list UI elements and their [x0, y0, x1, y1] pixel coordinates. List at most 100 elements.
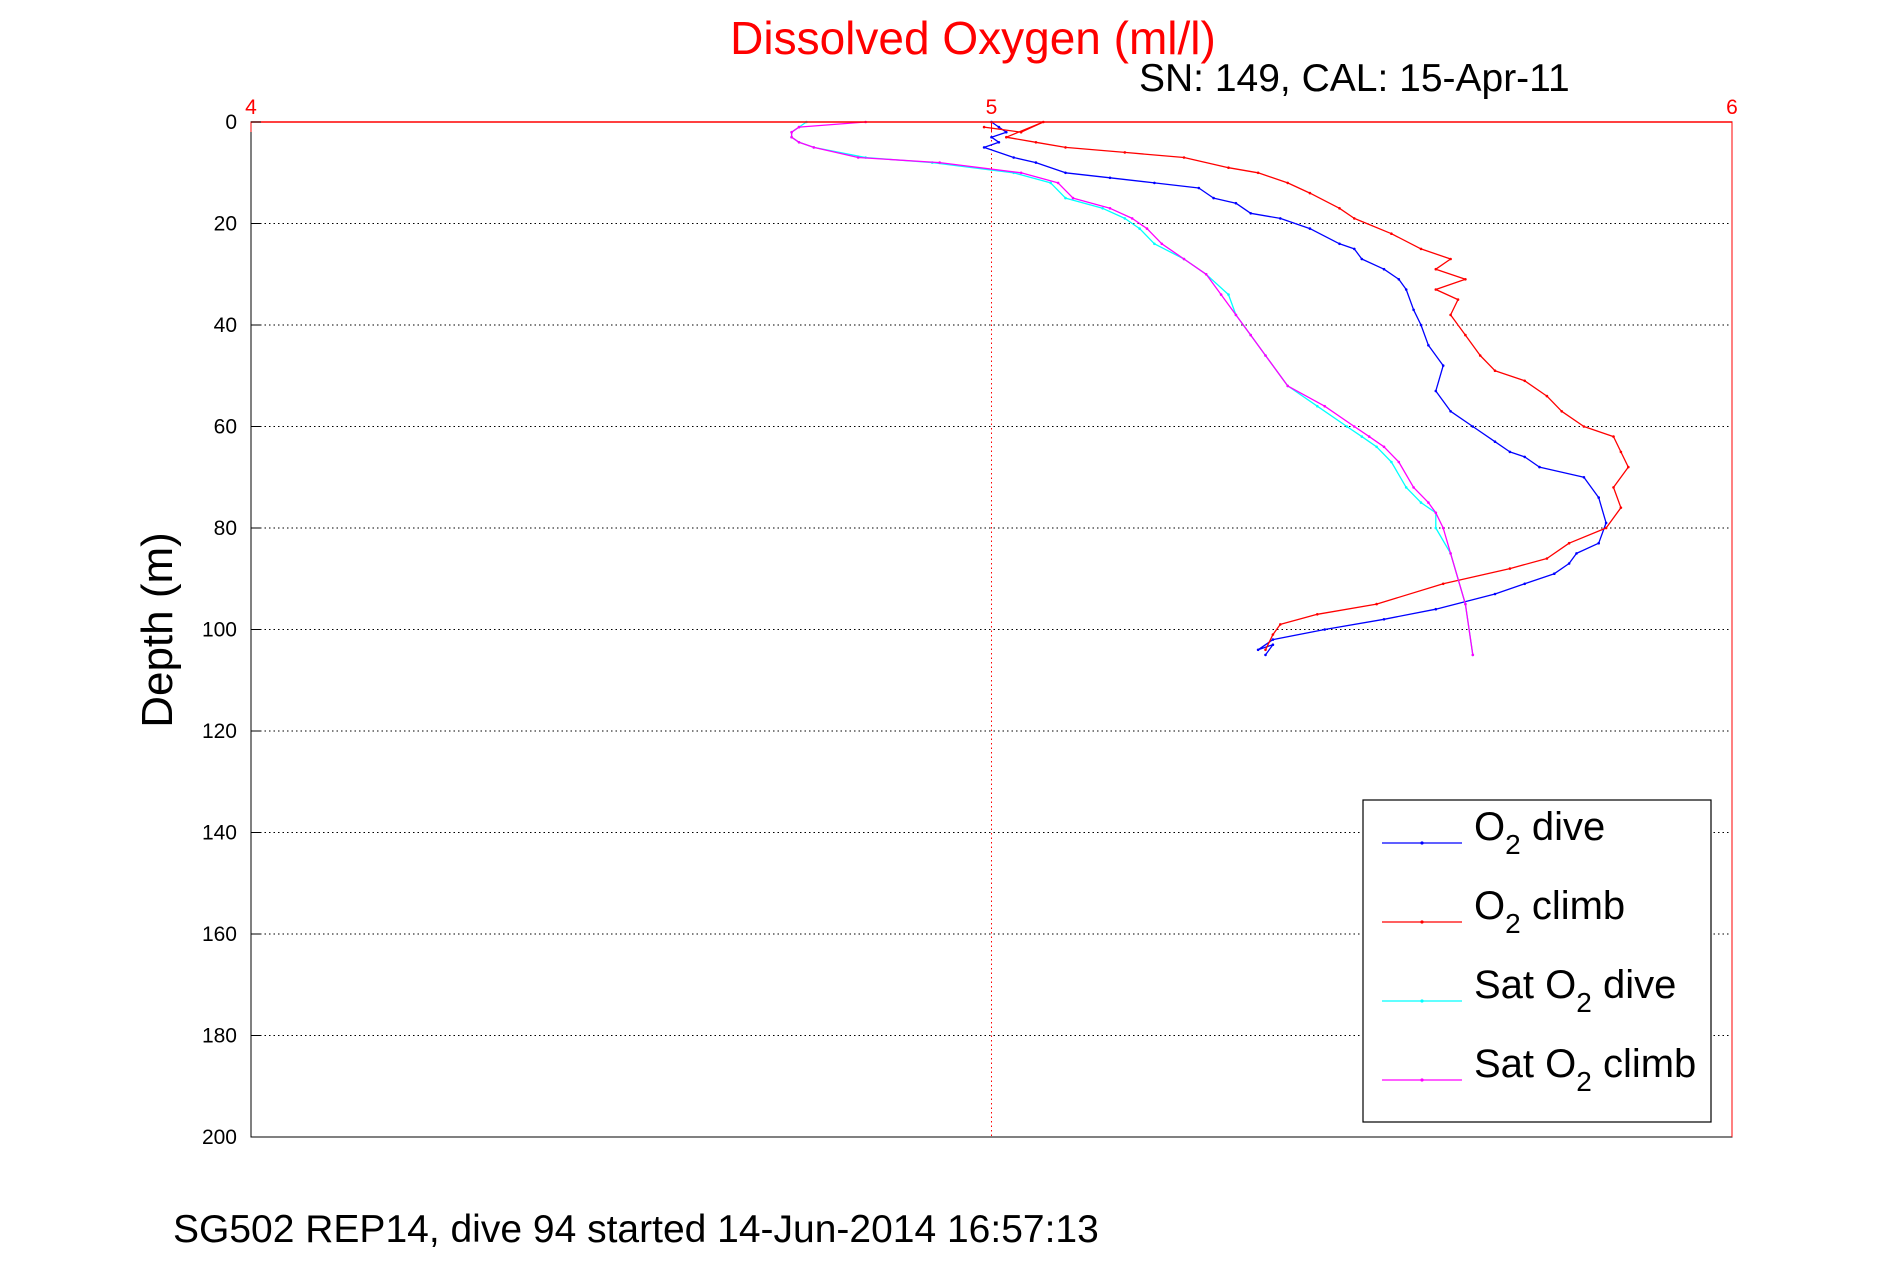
data-point: [1523, 582, 1526, 586]
series-1: [982, 120, 1608, 657]
data-point: [1382, 445, 1386, 449]
data-point: [1338, 242, 1341, 246]
x-tick-label: 5: [986, 96, 998, 119]
data-point: [1360, 257, 1364, 261]
data-point: [1434, 511, 1438, 515]
series-line: [984, 121, 1629, 651]
data-point: [1619, 450, 1623, 454]
legend-box: [1362, 799, 1712, 1123]
data-point: [1012, 156, 1015, 159]
data-point: [1360, 435, 1364, 438]
data-point: [1464, 333, 1467, 337]
legend-marker: [1420, 920, 1424, 924]
y-axis-label: Depth (m): [133, 532, 182, 728]
series-layer: [790, 120, 1630, 657]
data-point: [1493, 440, 1497, 444]
y-tick-label: 180: [202, 1025, 237, 1048]
data-point: [1182, 156, 1186, 159]
y-tick-label: 200: [202, 1126, 237, 1149]
legend-label: Sat O2 climb: [1474, 1042, 1696, 1097]
y-tick-label: 160: [202, 923, 237, 946]
legend-item-4: Sat O2 climb: [1382, 1042, 1696, 1097]
data-point: [1264, 653, 1267, 657]
data-point: [1367, 435, 1371, 438]
data-point: [997, 141, 1001, 144]
data-point: [1286, 181, 1289, 185]
data-point: [1434, 389, 1438, 393]
data-point: [1604, 521, 1608, 525]
data-point: [1101, 207, 1104, 210]
data-point: [1404, 288, 1408, 291]
data-point: [1390, 232, 1393, 235]
data-point: [797, 125, 801, 129]
data-point: [1323, 628, 1326, 631]
data-point: [1227, 293, 1230, 296]
legend: O2 dive O2 climb Sat O2 dive Sat O2 climb: [1362, 799, 1712, 1123]
x-tick-label: 4: [245, 96, 257, 119]
data-point: [1434, 607, 1438, 611]
data-point: [1123, 217, 1127, 220]
data-point: [1316, 404, 1319, 408]
data-point: [1441, 364, 1445, 367]
data-point: [1034, 141, 1038, 144]
y-tick-label: 80: [214, 517, 237, 540]
data-point: [1619, 506, 1623, 510]
data-point: [1449, 313, 1452, 317]
data-point: [1493, 369, 1497, 373]
data-point: [1264, 648, 1267, 652]
data-point: [1271, 643, 1275, 646]
data-point: [1538, 465, 1541, 469]
data-point: [1390, 460, 1393, 464]
data-point: [1375, 602, 1378, 606]
data-point: [1308, 191, 1312, 195]
data-point: [1575, 552, 1578, 555]
y-tick-label: 40: [214, 314, 237, 337]
data-point: [1249, 212, 1252, 215]
data-point: [1419, 247, 1423, 251]
data-point: [1323, 404, 1326, 408]
y-tick-label: 60: [214, 416, 237, 439]
data-point: [1160, 242, 1164, 246]
chart-subtitle: SN: 149, CAL: 15-Apr-11: [1139, 57, 1570, 100]
data-point: [856, 156, 860, 159]
y-tick-label: 0: [225, 111, 237, 134]
data-point: [1064, 146, 1067, 149]
data-point: [1234, 313, 1238, 317]
data-point: [1449, 410, 1452, 413]
data-point: [1353, 217, 1356, 220]
data-point: [1471, 653, 1475, 657]
data-point: [1064, 171, 1067, 175]
data-point: [1397, 460, 1401, 464]
data-point: [1612, 435, 1615, 438]
legend-label: O2 climb: [1474, 884, 1625, 939]
y-tick-label: 120: [202, 720, 237, 743]
data-point: [1441, 526, 1445, 530]
data-point: [1145, 227, 1149, 230]
data-point: [1545, 394, 1549, 398]
data-point: [1434, 526, 1438, 530]
data-point: [1412, 486, 1415, 489]
data-point: [1049, 181, 1052, 185]
data-point: [1582, 425, 1586, 428]
data-point: [1338, 207, 1341, 210]
data-point: [1441, 582, 1445, 586]
data-point: [1279, 217, 1282, 220]
data-point: [1197, 186, 1201, 190]
data-point: [790, 135, 793, 139]
data-point: [1019, 130, 1023, 134]
data-point: [1567, 562, 1571, 565]
data-point: [1123, 151, 1127, 154]
data-point: [1153, 242, 1156, 246]
data-point: [1508, 567, 1512, 570]
y-ticks: 0 20 40 60 80 100 120 140 160 180 200: [202, 111, 261, 1149]
data-point: [1434, 288, 1438, 291]
data-point: [1582, 476, 1586, 479]
data-point: [1138, 227, 1141, 230]
data-point: [938, 161, 941, 164]
data-point: [1256, 648, 1260, 652]
data-point: [790, 130, 793, 134]
data-point: [1353, 425, 1356, 428]
data-point: [1316, 613, 1319, 616]
data-point: [1071, 196, 1075, 200]
